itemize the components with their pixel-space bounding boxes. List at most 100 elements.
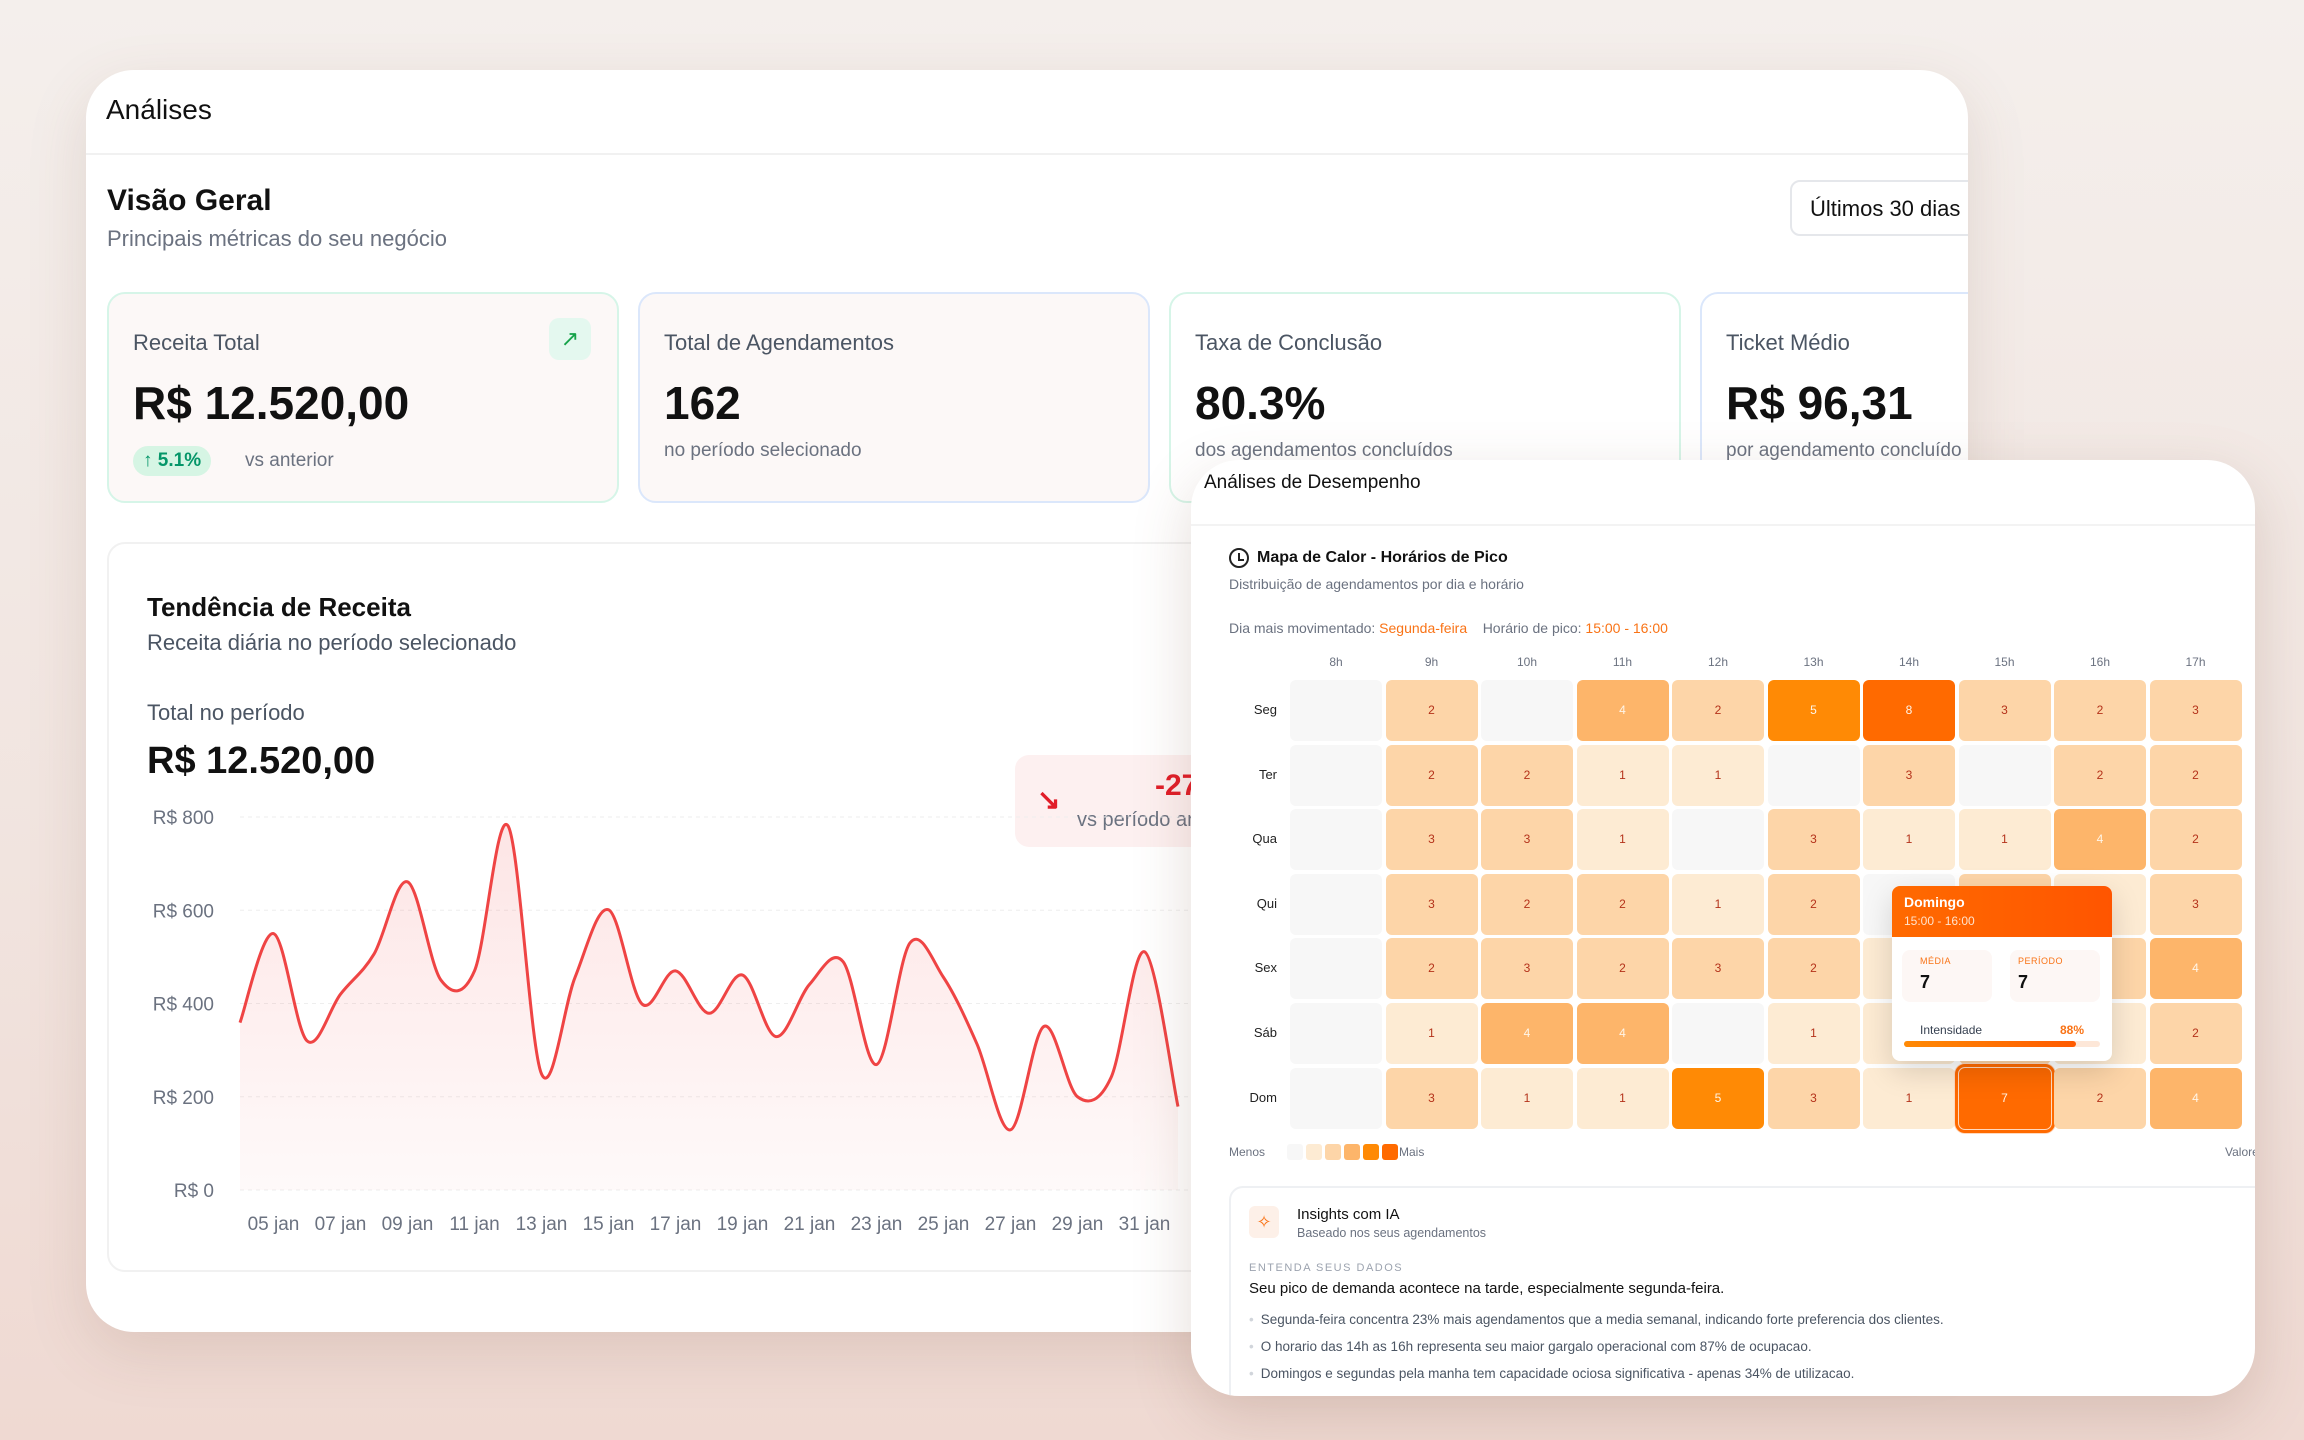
heatmap-cell[interactable]: 2 <box>2054 1067 2146 1129</box>
header-divider <box>86 153 1968 155</box>
heatmap-cell[interactable] <box>1290 938 1382 1000</box>
heatmap-cell[interactable]: 2 <box>1481 873 1573 935</box>
busiest-value: Segunda-feira <box>1379 620 1468 636</box>
heatmap-cell[interactable] <box>1290 809 1382 871</box>
heatmap-cell[interactable] <box>1958 744 2051 806</box>
intensity-label: Intensidade <box>1920 1023 1983 1037</box>
heatmap-cell[interactable]: 4 <box>1576 680 1669 741</box>
heatmap-cell[interactable]: 4 <box>2054 809 2146 871</box>
legend-less: Menos <box>1229 1145 1266 1159</box>
heatmap-cell[interactable]: 2 <box>2054 744 2146 806</box>
heatmap-cell[interactable] <box>1672 809 1764 871</box>
heatmap-cell[interactable]: 2 <box>1385 744 1478 806</box>
heatmap-cell[interactable]: 3 <box>1385 809 1478 871</box>
kpi-value: 162 <box>664 377 741 429</box>
heatmap-cell[interactable]: 3 <box>1767 1067 1860 1129</box>
heatmap-cell[interactable]: 4 <box>2149 938 2242 1000</box>
x-tick-label: 11 jan <box>449 1214 499 1235</box>
heatmap-tooltip: Domingo 15:00 - 16:00 MÉDIA 7 PERÍODO 7 … <box>1892 886 2112 1061</box>
day-label: Sáb <box>1253 1025 1277 1040</box>
heatmap-cell[interactable]: 3 <box>1385 873 1478 935</box>
heatmap-cell[interactable] <box>1672 1003 1764 1064</box>
day-label: Qua <box>1252 831 1277 847</box>
heatmap-cell[interactable]: 2 <box>2149 744 2242 806</box>
heatmap-cell[interactable]: 4 <box>1576 1003 1669 1064</box>
heatmap-cell[interactable]: 1 <box>1576 744 1669 806</box>
heatmap-cell[interactable]: 2 <box>2149 809 2242 871</box>
heatmap-cell[interactable]: 2 <box>1672 680 1764 741</box>
heatmap-cell[interactable]: 1 <box>1672 873 1764 935</box>
insights-headline: Seu pico de demanda acontece na tarde, e… <box>1249 1280 1725 1297</box>
heatmap-cell[interactable] <box>1290 744 1382 806</box>
performance-panel: Análises de Desempenho Mapa de Calor - H… <box>1191 460 2255 1396</box>
heatmap-cell[interactable]: 4 <box>1481 1003 1573 1064</box>
heatmap-cell[interactable]: 1 <box>1576 809 1669 871</box>
heatmap-cell[interactable]: 1 <box>1672 744 1764 806</box>
kpi-sub: por agendamento concluído <box>1726 440 1962 461</box>
date-range-select[interactable]: Últimos 30 dias <box>1790 180 1968 236</box>
legend-swatch <box>1344 1144 1360 1160</box>
total-period-label: Total no período <box>147 700 305 725</box>
heatmap-cell[interactable]: 2 <box>2149 1003 2242 1064</box>
heatmap-cell[interactable]: 3 <box>1767 809 1860 871</box>
heatmap-cell[interactable]: 1 <box>1481 1067 1573 1129</box>
heatmap-cell[interactable]: 1 <box>1385 1003 1478 1064</box>
heatmap-cell[interactable]: 1 <box>1767 1003 1860 1064</box>
heatmap-cell[interactable]: 2 <box>2054 680 2146 741</box>
heatmap-cell[interactable] <box>1290 1067 1382 1129</box>
heatmap-cell[interactable]: 1 <box>1576 1067 1669 1129</box>
tooltip-day: Domingo <box>1904 894 1965 910</box>
heatmap-cell[interactable]: 7 <box>1954 1063 2055 1133</box>
kpi-value: 80.3% <box>1195 377 1326 429</box>
heatmap-cell[interactable]: 3 <box>2149 873 2242 935</box>
y-tick-label: R$ 600 <box>153 901 214 922</box>
heatmap-cell[interactable] <box>1290 680 1382 741</box>
heatmap-cell[interactable]: 2 <box>1481 744 1573 806</box>
trending-up-icon: ↗ <box>549 318 591 360</box>
heatmap-cell[interactable]: 2 <box>1385 938 1478 1000</box>
heatmap-cell[interactable] <box>1290 873 1382 935</box>
heatmap-cell[interactable]: 1 <box>1958 809 2051 871</box>
heatmap-cell[interactable]: 2 <box>1576 873 1669 935</box>
heatmap-cell[interactable]: 2 <box>1576 938 1669 1000</box>
hour-label: 12h <box>1707 655 1729 669</box>
insight-bullet: O horario das 14h as 16h representa seu … <box>1249 1339 1812 1354</box>
heatmap-cell[interactable]: 3 <box>2149 680 2242 741</box>
heatmap-cell[interactable]: 2 <box>1385 680 1478 741</box>
heatmap-cell[interactable] <box>1290 1003 1382 1064</box>
period-label: PERÍODO <box>2018 956 2064 966</box>
peak-summary: Dia mais movimentado: Segunda-feira Horá… <box>1229 620 1668 636</box>
change-label: vs período an <box>1077 809 1199 831</box>
heatmap-cell[interactable] <box>1767 744 1860 806</box>
heatmap-cell[interactable]: 1 <box>1863 1067 1955 1129</box>
x-tick-label: 17 jan <box>650 1214 702 1235</box>
heatmap-cell[interactable]: 3 <box>1481 809 1573 871</box>
kpi-label: Total de Agendamentos <box>664 330 894 355</box>
kpi-label: Receita Total <box>133 330 260 355</box>
day-label: Seg <box>1253 702 1277 717</box>
x-tick-label: 15 jan <box>583 1214 635 1235</box>
y-tick-label: R$ 200 <box>153 1088 214 1109</box>
heatmap-cell[interactable]: 3 <box>1385 1067 1478 1129</box>
heatmap-cell[interactable]: 3 <box>1672 938 1764 1000</box>
heatmap-title: Mapa de Calor - Horários de Pico <box>1257 549 1508 566</box>
y-tick-label: R$ 400 <box>153 995 214 1016</box>
heatmap-cell[interactable]: 1 <box>1863 809 1955 871</box>
insights-title: Insights com IA <box>1297 1206 1400 1223</box>
heatmap-cell[interactable]: 3 <box>1958 680 2051 741</box>
heatmap-cell[interactable]: 4 <box>2149 1067 2242 1129</box>
heatmap-cell[interactable]: 5 <box>1767 680 1860 741</box>
kpi-value: R$ 12.520,00 <box>133 377 410 429</box>
heatmap-cell[interactable]: 2 <box>1767 873 1860 935</box>
change-label: vs anterior <box>245 450 334 471</box>
heatmap-cell[interactable]: 5 <box>1672 1067 1764 1129</box>
tooltip-header <box>1892 886 2112 937</box>
heatmap-cell[interactable]: 3 <box>1863 744 1955 806</box>
heatmap-cell[interactable]: 8 <box>1863 680 1955 741</box>
kpi-label: Taxa de Conclusão <box>1195 330 1383 355</box>
heatmap-cell[interactable] <box>1481 680 1573 741</box>
heatmap-cell[interactable]: 3 <box>1481 938 1573 1000</box>
heatmap-cell[interactable]: 2 <box>1767 938 1860 1000</box>
intensity-bar-fill <box>1904 1041 2077 1047</box>
hour-label: 13h <box>1803 655 1824 669</box>
